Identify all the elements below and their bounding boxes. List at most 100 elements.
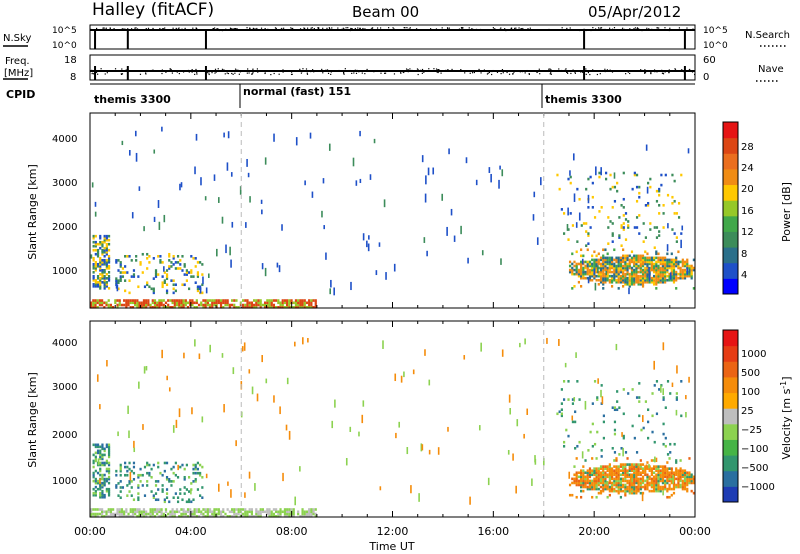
range-cell	[194, 465, 197, 469]
range-cell	[208, 273, 210, 278]
range-cell	[184, 512, 187, 516]
range-cell	[573, 473, 576, 477]
range-cell	[156, 301, 159, 305]
range-cell	[279, 508, 282, 511]
range-cell	[172, 279, 175, 282]
range-cell	[107, 306, 110, 309]
range-cell	[170, 480, 173, 483]
range-cell	[254, 483, 256, 491]
range-cell	[619, 262, 623, 266]
nave-dot	[526, 69, 528, 72]
range-cell	[606, 467, 609, 470]
range-cell	[669, 272, 672, 280]
nave-dot	[411, 69, 413, 72]
range-cell	[650, 260, 653, 264]
range-cell	[161, 283, 164, 287]
range-cell	[692, 477, 695, 481]
range-cell	[650, 489, 653, 493]
range-cell	[655, 467, 658, 470]
range-cell	[119, 469, 122, 473]
nave-dot	[627, 71, 629, 73]
range-cell	[652, 268, 656, 272]
range-cell	[681, 473, 684, 477]
range-cell	[192, 257, 195, 260]
nsearch-dot	[249, 27, 251, 29]
range-cell	[611, 185, 614, 189]
range-cell	[96, 487, 100, 491]
range-cell	[672, 264, 676, 268]
nsearch-dot	[342, 27, 344, 29]
nave-dot	[232, 73, 234, 75]
range-cell	[571, 224, 575, 227]
range-cell	[199, 261, 202, 264]
range-cell	[619, 487, 623, 491]
range-cell	[145, 510, 148, 514]
nave-dot	[491, 70, 493, 73]
range-cell	[101, 495, 104, 499]
nsearch-dot	[217, 28, 219, 30]
range-cell	[587, 206, 590, 209]
range-cell	[128, 279, 131, 282]
range-cell	[662, 398, 665, 401]
nsearch-dot	[383, 28, 385, 31]
range-cell	[191, 515, 194, 518]
colorbar-swatch	[723, 455, 738, 472]
range-cell	[92, 266, 95, 270]
nave-dot	[104, 73, 106, 75]
range-cell	[646, 467, 649, 470]
nsearch-dot	[351, 28, 353, 30]
range-cell	[668, 457, 671, 460]
power-cbar-tick-16: 16	[741, 206, 754, 217]
range-cell	[646, 483, 649, 487]
range-cell	[624, 463, 627, 466]
range-cell	[677, 473, 680, 477]
range-cell	[222, 510, 225, 514]
range-cell	[148, 261, 151, 264]
range-cell	[160, 301, 163, 305]
range-cell	[186, 510, 190, 514]
range-cell	[176, 261, 180, 264]
range-cell	[352, 157, 355, 167]
range-cell	[303, 515, 306, 518]
range-cell	[277, 512, 280, 516]
range-cell	[650, 471, 653, 475]
nave-dot	[682, 70, 684, 72]
range-cell	[604, 479, 607, 483]
range-cell	[191, 407, 193, 415]
range-cell	[230, 259, 232, 268]
range-cell	[286, 299, 289, 302]
range-cell	[679, 473, 682, 477]
range-cell	[126, 465, 129, 469]
range-cell	[132, 465, 136, 469]
range-cell	[686, 479, 689, 483]
range-cell	[675, 240, 678, 243]
range-cell	[101, 250, 104, 254]
range-cell	[630, 270, 634, 274]
range-cell	[646, 258, 649, 262]
nave-dot	[661, 69, 663, 71]
range-cell	[608, 475, 611, 479]
range-cell	[96, 471, 100, 475]
range-cell	[680, 232, 683, 235]
range-cell	[294, 301, 298, 305]
range-cell	[681, 469, 684, 473]
range-cell	[382, 340, 384, 349]
range-cell	[679, 274, 682, 278]
nsearch-dot	[609, 27, 611, 29]
range-cell	[310, 301, 313, 305]
range-cell	[107, 467, 111, 471]
range-cell	[577, 471, 581, 475]
range-cell	[644, 479, 647, 483]
range-cell	[580, 475, 583, 479]
range-cell	[589, 430, 592, 434]
range-cell	[229, 246, 231, 256]
range-cell	[192, 498, 195, 502]
range-cell	[130, 469, 133, 473]
range-cell	[639, 479, 642, 483]
range-cell	[180, 303, 183, 307]
range-cell	[613, 248, 616, 252]
range-cell	[659, 258, 662, 262]
range-cell	[107, 471, 111, 475]
range-cell	[103, 250, 106, 254]
range-cell	[179, 183, 181, 191]
